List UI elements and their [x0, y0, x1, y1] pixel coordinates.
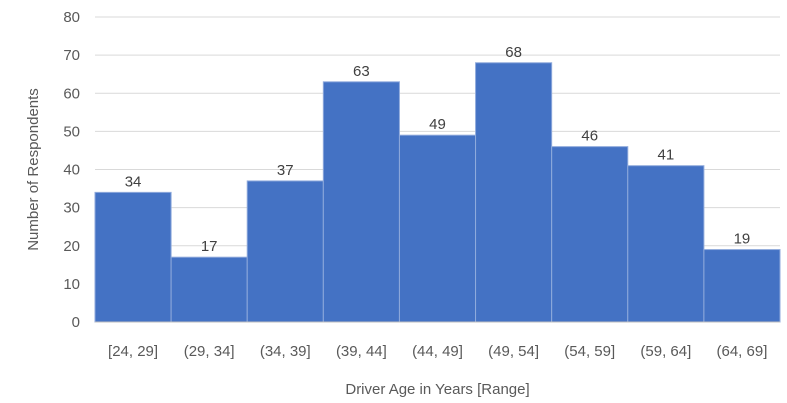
- data-label: 46: [581, 128, 598, 145]
- x-tick-label: (29, 34]: [184, 343, 235, 360]
- x-tick-label: (64, 69]: [717, 343, 768, 360]
- bar: [246, 180, 324, 323]
- bar: [322, 81, 400, 323]
- data-label: 68: [505, 44, 522, 61]
- x-tick-label: (44, 49]: [412, 343, 463, 360]
- y-axis-title: Number of Respondents: [25, 88, 42, 251]
- x-tick-label: (59, 64]: [640, 343, 691, 360]
- x-tick-label: (54, 59]: [564, 343, 615, 360]
- data-label: 63: [353, 63, 370, 80]
- x-tick-label: (34, 39]: [260, 343, 311, 360]
- x-axis-tick-labels: [24, 29] (29, 34] (34, 39] (39, 44] (44, 49]…: [108, 343, 767, 360]
- y-tick-label: 50: [63, 123, 80, 140]
- bar: [170, 256, 248, 323]
- y-tick-label: 60: [63, 85, 80, 102]
- x-tick-label: (39, 44]: [336, 343, 387, 360]
- y-axis-tick-labels: 0 10 20 30 40 50 60 70 80: [63, 9, 80, 331]
- y-tick-label: 20: [63, 238, 80, 255]
- data-label: 19: [734, 231, 751, 248]
- x-tick-label: [24, 29]: [108, 343, 158, 360]
- data-label: 41: [657, 147, 674, 164]
- bar: [627, 165, 705, 323]
- y-tick-label: 10: [63, 276, 80, 293]
- y-tick-label: 30: [63, 200, 80, 217]
- bar: [551, 146, 629, 323]
- x-tick-label: (49, 54]: [488, 343, 539, 360]
- y-tick-label: 80: [63, 9, 80, 26]
- data-label: 34: [125, 173, 142, 190]
- bars: [94, 62, 781, 323]
- data-label: 49: [429, 116, 446, 133]
- y-tick-label: 0: [72, 314, 80, 331]
- y-tick-label: 40: [63, 162, 80, 179]
- bar: [475, 62, 553, 323]
- bar: [703, 249, 781, 323]
- data-label: 37: [277, 162, 294, 179]
- data-labels: 34 17 37 63 49 68 46 41 19: [125, 44, 751, 255]
- y-tick-label: 70: [63, 47, 80, 64]
- bar: [94, 191, 172, 323]
- x-axis-title: Driver Age in Years [Range]: [345, 381, 529, 398]
- bar: [398, 134, 477, 323]
- data-label: 17: [201, 238, 218, 255]
